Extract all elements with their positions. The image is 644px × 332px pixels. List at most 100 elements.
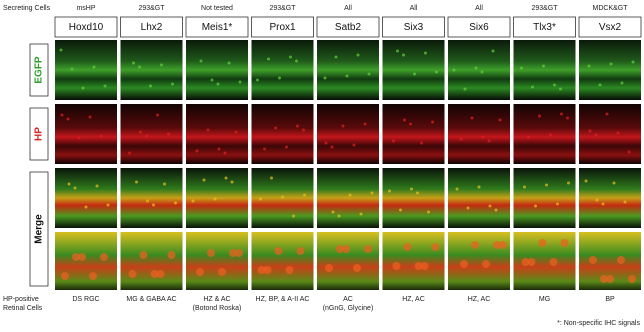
micrograph — [55, 40, 117, 100]
cell-spot — [549, 133, 552, 137]
micrograph — [317, 40, 379, 100]
cell-spot — [359, 212, 363, 216]
cell-spot — [545, 183, 548, 187]
cell-spot — [493, 241, 501, 249]
gene-box — [578, 16, 642, 38]
micrograph — [55, 104, 117, 164]
cell-spot — [527, 258, 536, 266]
micrograph — [448, 168, 510, 228]
cell-spot — [520, 66, 523, 70]
cell-spot — [324, 141, 328, 145]
cell-spot — [60, 113, 64, 117]
micrograph — [317, 168, 379, 228]
cell-spot — [263, 147, 266, 151]
micrograph — [448, 232, 510, 290]
cell-spot — [452, 68, 456, 72]
secreting-cell: MDCK&GT — [593, 5, 629, 12]
cell-spot — [259, 197, 262, 201]
gene-box — [382, 16, 445, 38]
cell-spot — [238, 80, 242, 84]
cell-spot — [556, 202, 559, 206]
secreting-cell: All — [475, 5, 483, 12]
micrograph — [513, 40, 576, 100]
cell-spot — [345, 74, 349, 78]
row-label: HP — [34, 127, 45, 141]
cell-spot — [367, 72, 371, 76]
cell-spot — [274, 126, 277, 130]
cell-spot — [132, 61, 135, 65]
cell-spot — [285, 266, 294, 274]
cell-spot — [589, 256, 597, 264]
cell-spot — [413, 72, 416, 76]
gene-name: Six6 — [469, 22, 489, 33]
cell-spot — [549, 258, 558, 266]
retinal-cell: MG & GABA AC — [126, 296, 176, 303]
micrograph — [317, 232, 379, 290]
cell-spot — [459, 137, 463, 141]
cell-spot — [427, 210, 430, 214]
cell-spot — [601, 202, 605, 206]
cell-spot — [527, 135, 530, 139]
micrograph — [186, 168, 248, 228]
row-label-box — [29, 43, 49, 97]
micrograph — [120, 168, 183, 228]
cell-spot — [491, 49, 495, 53]
cell-spot — [84, 205, 88, 209]
micrograph — [120, 232, 183, 290]
retinal-cells-heading-2: Retinal Cells — [3, 305, 43, 312]
gene-name: Six3 — [404, 22, 424, 33]
micrograph — [382, 168, 445, 228]
cell-spot — [289, 55, 292, 59]
cell-spot — [59, 48, 63, 52]
cell-spot — [435, 70, 438, 74]
cell-spot — [431, 120, 434, 124]
cell-spot — [167, 251, 176, 259]
cell-spot — [128, 270, 137, 278]
cell-spot — [331, 210, 335, 214]
cell-spot — [494, 208, 498, 212]
retinal-cell: HZ & AC — [203, 296, 230, 303]
cell-spot — [224, 176, 228, 180]
cell-spot — [627, 150, 631, 154]
micrograph — [513, 168, 576, 228]
cell-spot — [229, 249, 237, 257]
cell-spot — [410, 187, 413, 191]
cell-spot — [481, 135, 485, 139]
cell-spot — [337, 214, 341, 218]
cell-spot — [216, 82, 220, 86]
cell-spot — [363, 122, 367, 126]
cell-spot — [156, 270, 165, 278]
cell-spot — [616, 131, 620, 135]
cell-spot — [498, 118, 502, 122]
gene-box — [447, 16, 511, 38]
cell-spot — [420, 141, 423, 145]
cell-spot — [285, 145, 288, 149]
cell-spot — [600, 275, 608, 283]
cell-spot — [196, 268, 204, 276]
cell-spot — [598, 83, 602, 87]
micrograph — [579, 168, 641, 228]
cell-spot — [210, 78, 214, 82]
gene-name: Meis1* — [202, 22, 233, 33]
micrograph — [55, 168, 117, 228]
cell-spot — [100, 253, 108, 261]
cell-spot — [202, 178, 206, 182]
cell-spot — [403, 243, 412, 251]
cell-spot — [217, 147, 221, 151]
cell-spot — [88, 115, 92, 119]
micrograph — [120, 40, 183, 100]
cell-spot — [149, 84, 152, 88]
cell-spot — [274, 247, 283, 255]
cell-spot — [605, 112, 609, 116]
cell-spot — [584, 179, 588, 183]
cell-spot — [567, 181, 570, 185]
gene-box — [513, 16, 576, 38]
cell-spot — [560, 112, 563, 116]
cell-spot — [409, 122, 412, 126]
micrograph — [186, 40, 248, 100]
cell-spot — [403, 118, 406, 122]
cell-spot — [138, 65, 141, 69]
cell-spot — [356, 53, 360, 57]
cell-spot — [70, 67, 74, 71]
